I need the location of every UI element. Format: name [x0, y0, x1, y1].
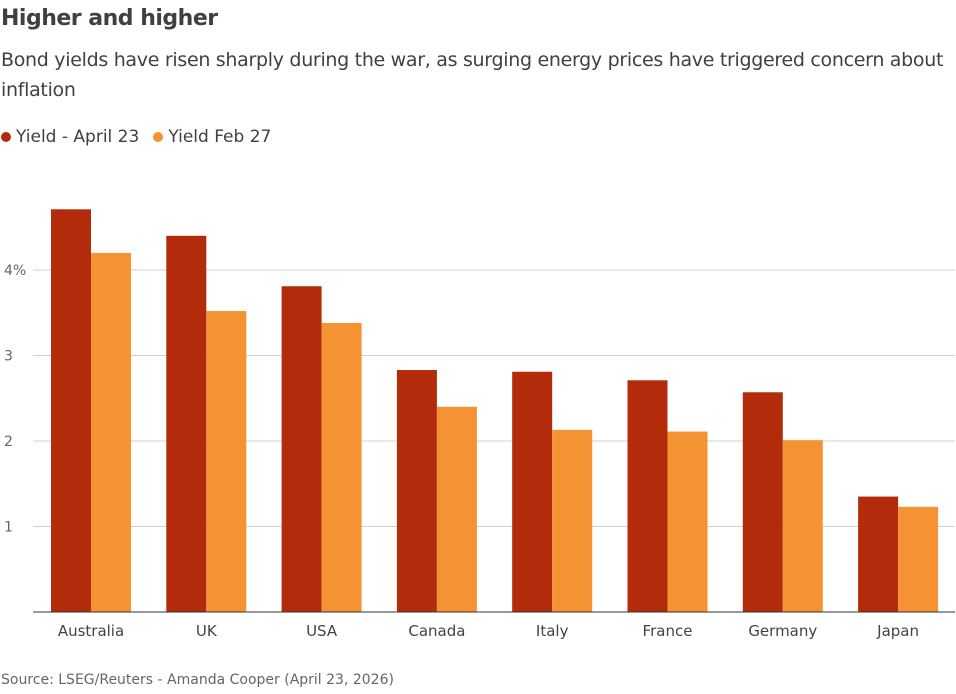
x-tick-label: Australia	[58, 622, 124, 640]
source-note: Source: LSEG/Reuters - Amanda Cooper (Ap…	[1, 672, 394, 688]
legend-swatch	[153, 132, 164, 142]
bar-italy-april	[512, 371, 553, 612]
x-tick-label: Japan	[876, 622, 919, 640]
legend-item-feb: Yield Feb 27	[153, 127, 271, 147]
bar-germany-feb	[782, 440, 823, 612]
bar-australia-feb	[91, 252, 131, 612]
x-tick-label: UK	[196, 622, 218, 640]
bar-france-april	[627, 380, 668, 612]
bar-australia-april	[51, 209, 91, 613]
bar-japan-april	[858, 496, 899, 612]
legend: Yield - April 23 Yield Feb 27	[1, 127, 271, 147]
bar-canada-feb	[436, 406, 477, 612]
bar-italy-feb	[552, 429, 593, 612]
x-tick-label: Italy	[536, 622, 569, 640]
x-tick-label: Canada	[408, 622, 465, 640]
legend-item-april: Yield - April 23	[1, 127, 139, 147]
y-tick-label: 1	[4, 520, 13, 536]
x-tick-label: Germany	[748, 622, 817, 640]
x-tick-label: France	[643, 622, 693, 640]
y-tick-label: 3	[4, 349, 13, 365]
legend-swatch	[1, 132, 11, 142]
bar-uk-april	[166, 235, 207, 613]
bar-usa-april	[281, 286, 322, 612]
bar-germany-april	[742, 392, 783, 612]
chart-subtitle: Bond yields have risen sharply during th…	[1, 49, 944, 101]
x-tick-label: USA	[306, 622, 338, 640]
legend-label: Yield - April 23	[16, 127, 140, 147]
bar-canada-april	[396, 370, 437, 612]
y-tick-label: 4%	[4, 263, 26, 279]
legend-label: Yield Feb 27	[168, 127, 272, 147]
bar-uk-feb	[206, 311, 247, 612]
bar-japan-feb	[898, 506, 939, 612]
bar-france-feb	[667, 431, 708, 612]
y-tick-label: 2	[4, 434, 13, 450]
chart-title: Higher and higher	[1, 6, 218, 31]
bar-usa-feb	[321, 323, 362, 612]
